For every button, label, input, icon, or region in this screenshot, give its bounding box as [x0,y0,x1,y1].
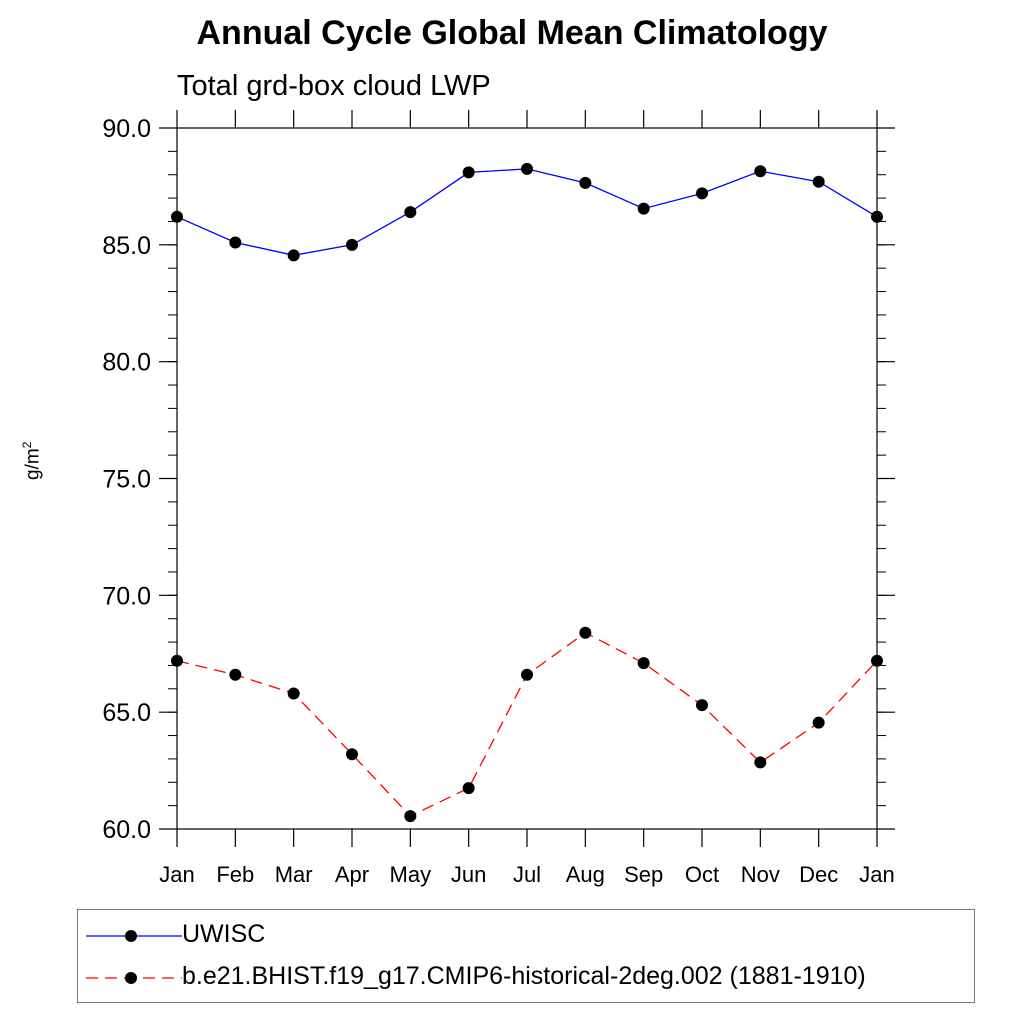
series-0-point [521,162,533,175]
y-tick-label: 70.0 [102,582,151,610]
chart-subtitle: Total grd-box cloud LWP [177,70,491,102]
y-tick-label: 65.0 [102,699,151,727]
x-tick-label: Mar [275,862,313,887]
chart-title: Annual Cycle Global Mean Climatology [196,14,828,52]
series-1-point [346,748,358,761]
legend-swatch-uwisc [86,930,182,942]
series-1-point [812,716,825,729]
series-0-point [404,206,417,219]
legend-swatch-cmip6 [86,972,182,984]
x-tick-label: Apr [335,862,369,887]
series-0-point [754,165,767,178]
y-axis-label-base: g/m [22,448,44,480]
series-1-point [637,657,650,670]
series-0-point [812,175,825,188]
series-0-point [287,249,300,262]
x-tick-label: Oct [685,862,719,887]
series-1-point [171,654,183,667]
y-tick-label: 60.0 [102,816,151,844]
series-0-point [871,210,883,223]
legend-label-cmip6: b.e21.BHIST.f19_g17.CMIP6-historical-2de… [182,962,866,990]
series-0-point [346,238,358,251]
series-1-point [404,810,417,823]
y-tick-label: 85.0 [102,232,151,260]
series-1-point [871,654,883,667]
series-1-point [462,782,475,795]
y-axis-label-exponent: 2 [20,441,34,449]
series-1-point [696,699,708,712]
x-tick-label: Feb [216,862,254,887]
series-0-point [229,236,242,249]
x-tick-label: Dec [799,862,838,887]
series-0-point [637,202,650,215]
legend-item-uwisc: UWISC [78,916,974,956]
series-1-point [521,668,533,681]
series-0-point [171,210,183,223]
series-line-0 [176,168,878,256]
x-tick-label: Nov [741,862,780,887]
x-tick-label: Jul [513,862,541,887]
series-0-point [696,187,708,200]
series-1-point [229,668,242,681]
x-tick-label: Jun [451,862,486,887]
legend: UWISC b.e21.BHIST.f19_g17.CMIP6-historic… [77,909,975,1003]
y-tick-label: 90.0 [102,115,151,143]
series-0-point [462,166,475,179]
plot-frame [176,127,878,830]
series-1-point [754,756,767,769]
x-tick-label: Jan [159,862,194,887]
y-axis-label: g/m2 [20,442,44,480]
legend-item-cmip6: b.e21.BHIST.f19_g17.CMIP6-historical-2de… [78,958,974,998]
x-tick-label: May [390,862,432,887]
legend-label-uwisc: UWISC [182,920,266,948]
series-1-point [287,687,300,700]
series-1-point [579,626,592,639]
series-0-point [579,176,592,189]
series-line-1 [176,631,878,817]
x-tick-label: Aug [566,862,605,887]
y-tick-label: 80.0 [102,349,151,377]
x-tick-label: Sep [624,862,663,887]
y-tick-label: 75.0 [102,466,151,494]
x-tick-label: Jan [859,862,894,887]
